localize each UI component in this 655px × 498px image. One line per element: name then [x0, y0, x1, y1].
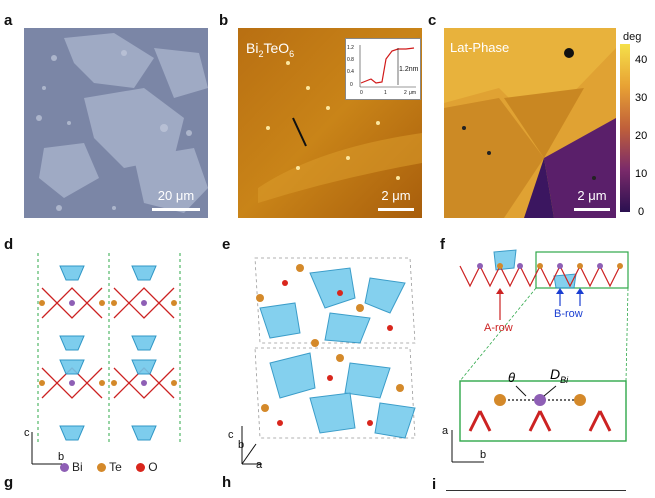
panel-label-e: e [222, 236, 231, 253]
panel-i-top-border [446, 490, 626, 491]
scale-bar-c [574, 208, 610, 211]
axis-label-b: b [480, 449, 486, 461]
colorbar-tick: 0 [638, 206, 645, 218]
legend-item-o: O [136, 460, 158, 474]
legend-item-te: Te [97, 460, 122, 474]
scale-bar-a [152, 208, 200, 211]
a-row-label: A-row [484, 322, 513, 334]
axis-label-a: a [256, 459, 263, 471]
scale-label-a: 20 μm [157, 188, 195, 203]
inset-x-unit: μm [409, 90, 416, 96]
panel-label-i: i [432, 476, 437, 493]
panel-label-f: f [440, 236, 445, 253]
surface-structure-view: A-row B-row θ DBi [456, 246, 632, 446]
legend-item-bi: Bi [60, 460, 83, 474]
colorbar-tick: 20 [635, 130, 648, 142]
inset-height-label: 1.2nm [399, 66, 419, 73]
inset-y-tick: 0 [350, 82, 353, 88]
axis-label-a: a [442, 425, 449, 437]
scale-bar-b [378, 208, 414, 211]
scale-label-b: 2 μm [381, 188, 411, 203]
lateral-phase-image: Lat-Phase 2 μm [444, 28, 616, 218]
axis-indicator-d: c b [24, 427, 64, 465]
axis-label-b: b [58, 451, 64, 463]
panel-label-c: c [428, 12, 437, 29]
b-row-label: B-row [554, 308, 583, 320]
scale-label-c: 2 μm [577, 188, 607, 203]
film-formula: Bi2TeO6 [246, 40, 295, 59]
axis-indicator-e: c b a [228, 426, 263, 471]
axis-indicator-f: a b [442, 425, 486, 463]
inset-y-tick: 1.2 [347, 45, 354, 51]
crystal-structure-perspective [240, 248, 430, 448]
axis-label-b: b [238, 439, 244, 451]
dbi-label: DBi [550, 366, 569, 385]
panel-label-h: h [222, 474, 232, 491]
panel-label-g: g [4, 474, 14, 491]
colorbar-unit: deg [623, 31, 642, 43]
colorbar-tick: 40 [635, 54, 648, 66]
theta-label: θ [508, 370, 516, 385]
inset-x-tick: 2 [404, 90, 407, 96]
crystal-structure-view-bc [22, 248, 196, 448]
phase-colorbar [620, 44, 630, 212]
panel-label-d: d [4, 236, 14, 253]
afm-topography-image: Bi2TeO6 1.2 0.8 0.4 0 0 1 2 μm 1.2nm 2 μ… [238, 28, 422, 218]
inset-x-tick: 0 [360, 90, 363, 96]
colorbar-tick: 30 [635, 92, 648, 104]
optical-micrograph-image: 20 μm [24, 28, 208, 218]
inset-y-tick: 0.4 [347, 69, 354, 75]
axis-label-c: c [24, 427, 30, 439]
lat-phase-title: Lat-Phase [450, 40, 510, 55]
colorbar-tick: 10 [635, 168, 648, 180]
inset-x-tick: 1 [384, 90, 387, 96]
panel-label-a: a [4, 12, 13, 29]
panel-label-b: b [219, 12, 229, 29]
height-profile-inset: 1.2 0.8 0.4 0 0 1 2 μm 1.2nm [345, 38, 421, 100]
inset-y-tick: 0.8 [347, 57, 354, 63]
axis-label-c: c [228, 429, 234, 441]
atom-legend: Bi Te O [60, 458, 168, 476]
